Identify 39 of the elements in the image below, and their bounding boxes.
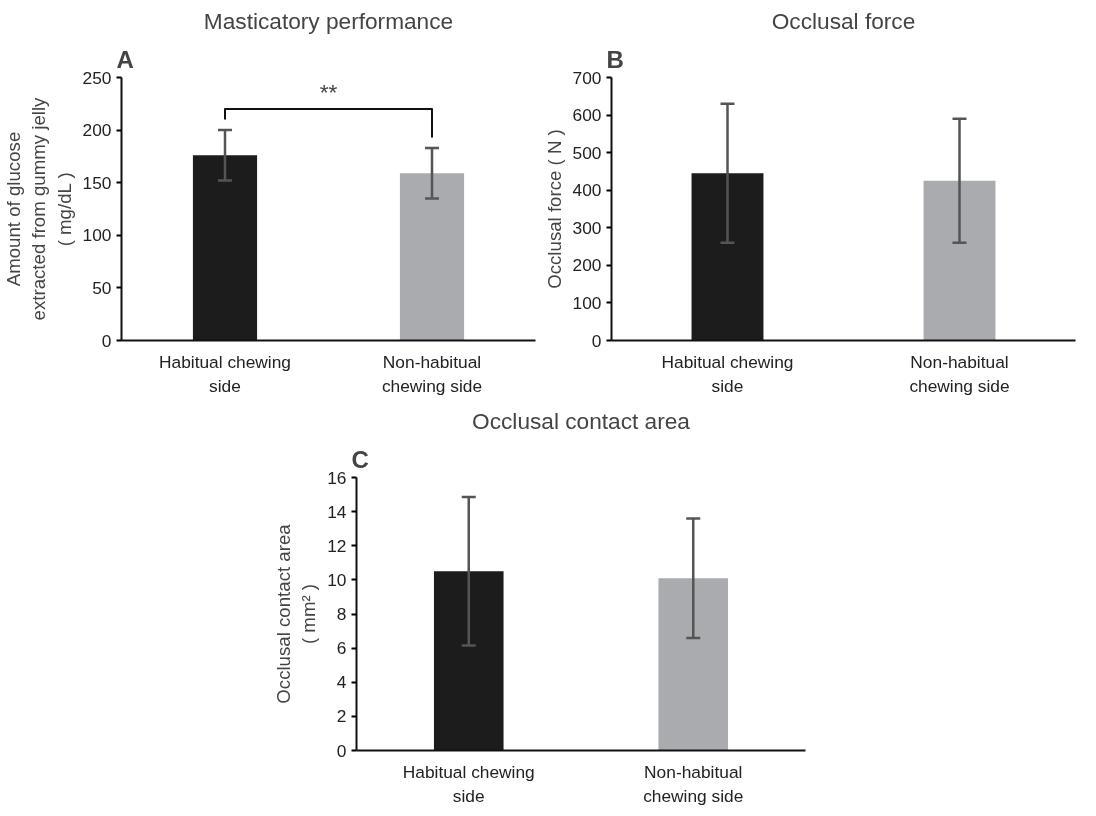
- x-tick-label: Non-habitual chewing side: [381, 351, 483, 396]
- y-tick-label: 12: [327, 535, 347, 556]
- y-axis-title: Amount of glucose extracted from gummy jelly ( mg/dL ): [3, 96, 75, 321]
- chart-title: Occlusal contact area: [472, 407, 691, 434]
- y-tick-label: 4: [336, 672, 347, 693]
- y-axis-title: Occlusal force ( N ): [543, 129, 565, 289]
- y-tick-label: 300: [572, 217, 602, 238]
- y-tick-label: 2: [336, 706, 347, 727]
- x-tick-label: Habitual chewing side: [402, 761, 535, 806]
- text: B: [606, 45, 624, 73]
- y-tick-label: 150: [82, 172, 112, 193]
- x-tick-label: Non-habitual chewing side: [643, 761, 744, 806]
- annotation: **: [319, 79, 338, 106]
- y-tick-label: 50: [92, 277, 112, 298]
- y-tick-label: 600: [572, 105, 602, 126]
- y-axis-title: Occlusal contact area ( mm² ): [273, 523, 320, 704]
- y-tick-label: 100: [82, 225, 112, 246]
- y-tick-label: 10: [327, 569, 347, 590]
- y-tick-label: 16: [327, 467, 347, 488]
- y-tick-label: 0: [591, 330, 602, 351]
- text: C: [351, 445, 369, 473]
- y-tick-label: 14: [327, 501, 347, 522]
- text: A: [116, 45, 134, 73]
- x-tick-label: Non-habitual chewing side: [909, 351, 1010, 396]
- y-tick-label: 250: [82, 67, 112, 88]
- y-tick-label: 400: [572, 180, 602, 201]
- y-tick-label: 200: [572, 255, 602, 276]
- y-tick-label: 700: [572, 67, 602, 88]
- y-tick-label: 0: [336, 740, 347, 761]
- x-tick-label: Habitual chewing side: [661, 351, 794, 396]
- x-tick-label: Habitual chewing side: [159, 351, 291, 396]
- y-tick-label: 8: [336, 604, 347, 624]
- y-tick-label: 200: [82, 120, 112, 141]
- y-tick-label: 6: [336, 638, 347, 659]
- chart-title: Masticatory performance: [203, 7, 454, 34]
- chart-title: Occlusal force: [771, 7, 916, 34]
- y-tick-label: 100: [572, 292, 602, 313]
- y-tick-label: 500: [572, 142, 602, 163]
- y-tick-label: 0: [101, 330, 112, 351]
